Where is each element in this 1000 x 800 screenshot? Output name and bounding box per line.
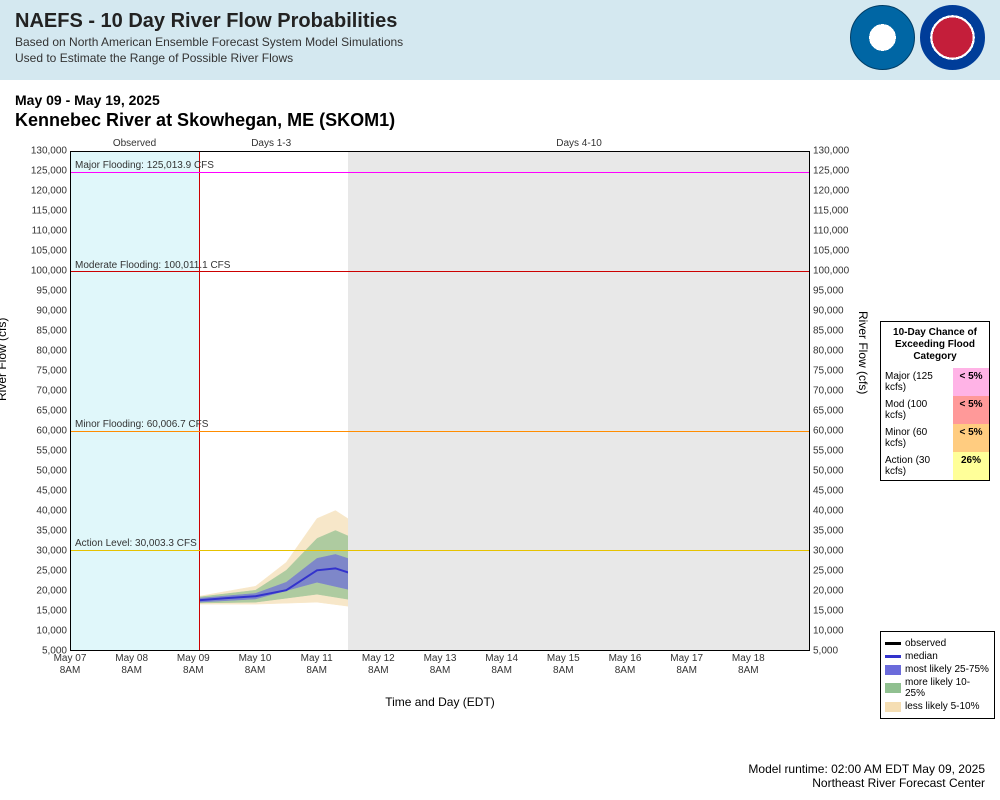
model-runtime: Model runtime: 02:00 AM EDT May 09, 2025	[748, 762, 985, 776]
y-axis-left: 5,00010,00015,00020,00025,00030,00035,00…	[12, 151, 67, 651]
chart-area: 5,00010,00015,00020,00025,00030,00035,00…	[0, 131, 1000, 741]
header: NAEFS - 10 Day River Flow Probabilities …	[0, 0, 1000, 80]
header-subtitle2: Used to Estimate the Range of Possible R…	[15, 51, 985, 65]
x-axis-label: Time and Day (EDT)	[70, 695, 810, 709]
header-logos	[850, 5, 985, 70]
chart-plot: ObservedDays 1-3Days 4-10Major Flooding:…	[70, 151, 810, 651]
chance-box: 10-Day Chance of Exceeding Flood Categor…	[880, 321, 990, 481]
forecast-source: Northeast River Forecast Center	[748, 776, 985, 790]
header-title: NAEFS - 10 Day River Flow Probabilities	[15, 10, 985, 33]
header-subtitle1: Based on North American Ensemble Forecas…	[15, 35, 985, 49]
meta: May 09 - May 19, 2025 Kennebec River at …	[0, 80, 1000, 131]
date-range: May 09 - May 19, 2025	[15, 92, 985, 108]
location-title: Kennebec River at Skowhegan, ME (SKOM1)	[15, 110, 985, 131]
nws-logo-icon	[920, 5, 985, 70]
noaa-logo-icon	[850, 5, 915, 70]
chance-box-title: 10-Day Chance of Exceeding Flood Categor…	[881, 322, 989, 368]
legend: observedmedianmost likely 25-75%more lik…	[880, 631, 995, 719]
y-axis-label-left: River Flow (cfs)	[0, 318, 9, 401]
x-axis: May 078AMMay 088AMMay 098AMMay 108AMMay …	[70, 653, 810, 693]
y-axis-right: 5,00010,00015,00020,00025,00030,00035,00…	[813, 151, 868, 651]
footer: Model runtime: 02:00 AM EDT May 09, 2025…	[748, 762, 985, 790]
y-axis-label-right: River Flow (cfs)	[856, 311, 870, 394]
